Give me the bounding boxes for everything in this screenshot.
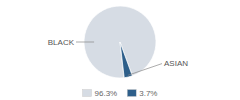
leader-line	[76, 42, 94, 43]
legend-item: 3.7%	[127, 89, 157, 98]
legend-label: 96.3%	[95, 89, 118, 98]
slice-label: ASIAN	[164, 59, 188, 68]
leader-line	[128, 64, 162, 76]
pie	[84, 6, 156, 78]
legend: 96.3% 3.7%	[83, 89, 158, 98]
legend-label: 3.7%	[139, 89, 157, 98]
pie-slice	[120, 42, 132, 78]
annotations: BLACK ASIAN	[48, 38, 188, 75]
legend-item: 96.3%	[83, 89, 118, 98]
slice-label: BLACK	[48, 38, 75, 47]
legend-swatch	[83, 90, 92, 97]
pie-slice	[84, 6, 156, 78]
legend-swatch	[127, 90, 136, 97]
chart: BLACK ASIAN 96.3% 3.7%	[0, 0, 240, 100]
